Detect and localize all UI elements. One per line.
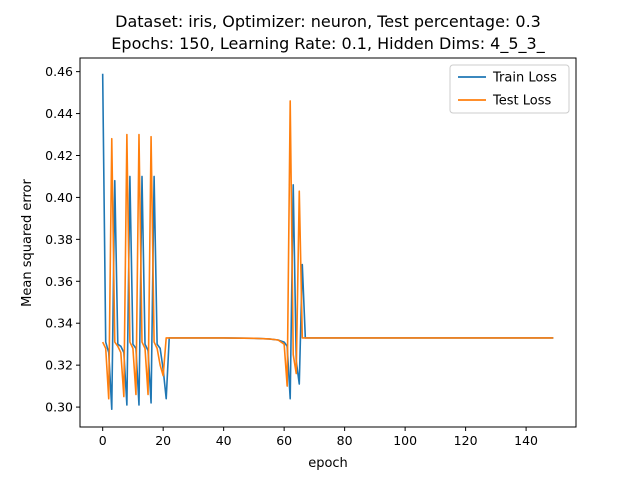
y-tick-label: 0.32: [45, 358, 73, 373]
chart-title-line-1: Dataset: iris, Optimizer: neuron, Test p…: [115, 12, 541, 31]
y-tick-label: 0.40: [45, 190, 73, 205]
y-tick-label: 0.44: [45, 106, 73, 121]
y-tick-label: 0.34: [45, 316, 73, 331]
plot-area-frame: [79, 57, 577, 428]
chart-legend: Train Loss Test Loss: [449, 64, 570, 114]
x-tick-label: 120: [454, 433, 478, 448]
legend-label: Test Loss: [492, 94, 551, 109]
x-tick-label: 140: [514, 433, 538, 448]
x-tick-label: 80: [337, 433, 353, 448]
y-tick-label: 0.38: [45, 232, 73, 247]
x-tick-label: 0: [99, 433, 107, 448]
chart-title-line-2: Epochs: 150, Learning Rate: 0.1, Hidden …: [111, 34, 545, 54]
y-tick-label: 0.36: [45, 274, 73, 289]
series-line-train-loss: [101, 73, 554, 410]
chart-title: Dataset: iris, Optimizer: neuron, Test p…: [111, 12, 545, 54]
x-tick-label: 60: [276, 433, 292, 448]
series-line-test-loss: [101, 100, 554, 400]
legend-label: Train Loss: [492, 71, 557, 86]
y-tick-label: 0.42: [45, 148, 73, 163]
x-tick-label: 20: [155, 433, 171, 448]
y-axis-label: Mean squared error: [20, 179, 35, 307]
y-tick-label: 0.30: [45, 400, 73, 415]
x-tick-label: 40: [216, 433, 232, 448]
x-tick-label: 100: [393, 433, 417, 448]
y-tick-label: 0.46: [45, 64, 73, 79]
x-axis-label: epoch: [308, 456, 348, 471]
